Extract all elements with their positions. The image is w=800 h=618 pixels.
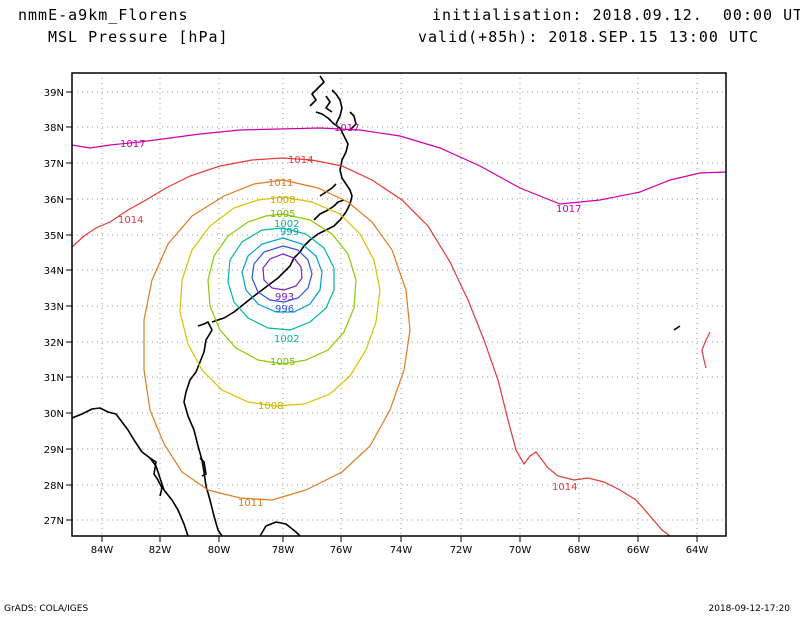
label-1014-west: 1014 — [118, 215, 143, 226]
longitude-labels: 84W 82W 80W 78W 76W 74W 72W 70W 68W 66W … — [91, 545, 709, 556]
label-1005-south: 1005 — [270, 357, 295, 368]
lat-label: 37N — [44, 159, 64, 170]
grads-credit: GrADS: COLA/IGES — [4, 604, 89, 614]
initialisation-time: initialisation: 2018.09.12. 00:00 UTC — [432, 6, 800, 24]
lon-label: 74W — [390, 545, 413, 556]
label-1017-north: 1017 — [334, 123, 359, 134]
lat-label: 34N — [44, 266, 64, 277]
label-1014-north: 1014 — [288, 155, 313, 166]
isobar-999 — [241, 237, 323, 313]
map-frame — [71, 72, 727, 537]
lon-label: 78W — [272, 545, 295, 556]
label-1002-south: 1002 — [274, 334, 299, 345]
isobar-996 — [251, 245, 313, 303]
lat-label: 33N — [44, 302, 64, 313]
model-title: nmmE-a9km_Florens — [18, 6, 189, 24]
lon-label: 84W — [91, 545, 114, 556]
label-1002-north: 1002 — [274, 219, 299, 230]
label-1011-north: 1011 — [268, 178, 293, 189]
isobar-labels: 1017 1017 1017 1014 1014 1014 1011 1011 … — [118, 123, 581, 509]
grid-lines — [72, 73, 726, 536]
label-1008-north: 1008 — [270, 195, 295, 206]
label-996: 996 — [275, 304, 294, 315]
isobar-1014 — [71, 157, 671, 537]
field-title: MSL Pressure [hPa] — [48, 28, 229, 46]
lon-label: 80W — [208, 545, 231, 556]
label-1017-east: 1017 — [556, 204, 581, 215]
label-1008-south: 1008 — [258, 401, 283, 412]
lat-label: 32N — [44, 338, 64, 349]
lon-label: 66W — [627, 545, 650, 556]
isobar-1002 — [227, 227, 335, 331]
label-1014-southeast: 1014 — [552, 482, 577, 493]
lat-label: 29N — [44, 445, 64, 456]
latitude-axis — [66, 91, 72, 521]
isobar-1011 — [143, 179, 411, 501]
valid-time: valid(+85h): 2018.SEP.15 13:00 UTC — [418, 28, 760, 46]
coastline — [71, 75, 681, 537]
lon-label: 82W — [149, 545, 172, 556]
label-993: 993 — [275, 292, 294, 303]
lon-label: 72W — [450, 545, 473, 556]
lat-label: 39N — [44, 88, 64, 99]
lat-label: 30N — [44, 409, 64, 420]
lon-label: 68W — [568, 545, 591, 556]
isobar-1008 — [179, 196, 381, 407]
lat-label: 31N — [44, 373, 64, 384]
isobar-1017 — [71, 127, 727, 205]
longitude-axis — [101, 536, 698, 542]
label-1017-west: 1017 — [120, 139, 145, 150]
lat-label: 27N — [44, 516, 64, 527]
isobar-993 — [262, 253, 303, 291]
lat-label: 36N — [44, 195, 64, 206]
isobar-1005 — [207, 213, 357, 365]
label-1011-south: 1011 — [238, 498, 263, 509]
latitude-labels: 39N 38N 37N 36N 35N 34N 33N 32N 31N 30N … — [44, 88, 64, 527]
lat-label: 35N — [44, 231, 64, 242]
lat-label: 38N — [44, 123, 64, 134]
label-999: 999 — [280, 227, 299, 238]
lon-label: 76W — [330, 545, 353, 556]
label-1005-north: 1005 — [270, 209, 295, 220]
lat-label: 28N — [44, 481, 64, 492]
lon-label: 64W — [686, 545, 709, 556]
render-timestamp: 2018-09-12-17:20 — [708, 604, 791, 614]
lon-label: 70W — [509, 545, 532, 556]
isobar-1014-east — [701, 331, 711, 369]
